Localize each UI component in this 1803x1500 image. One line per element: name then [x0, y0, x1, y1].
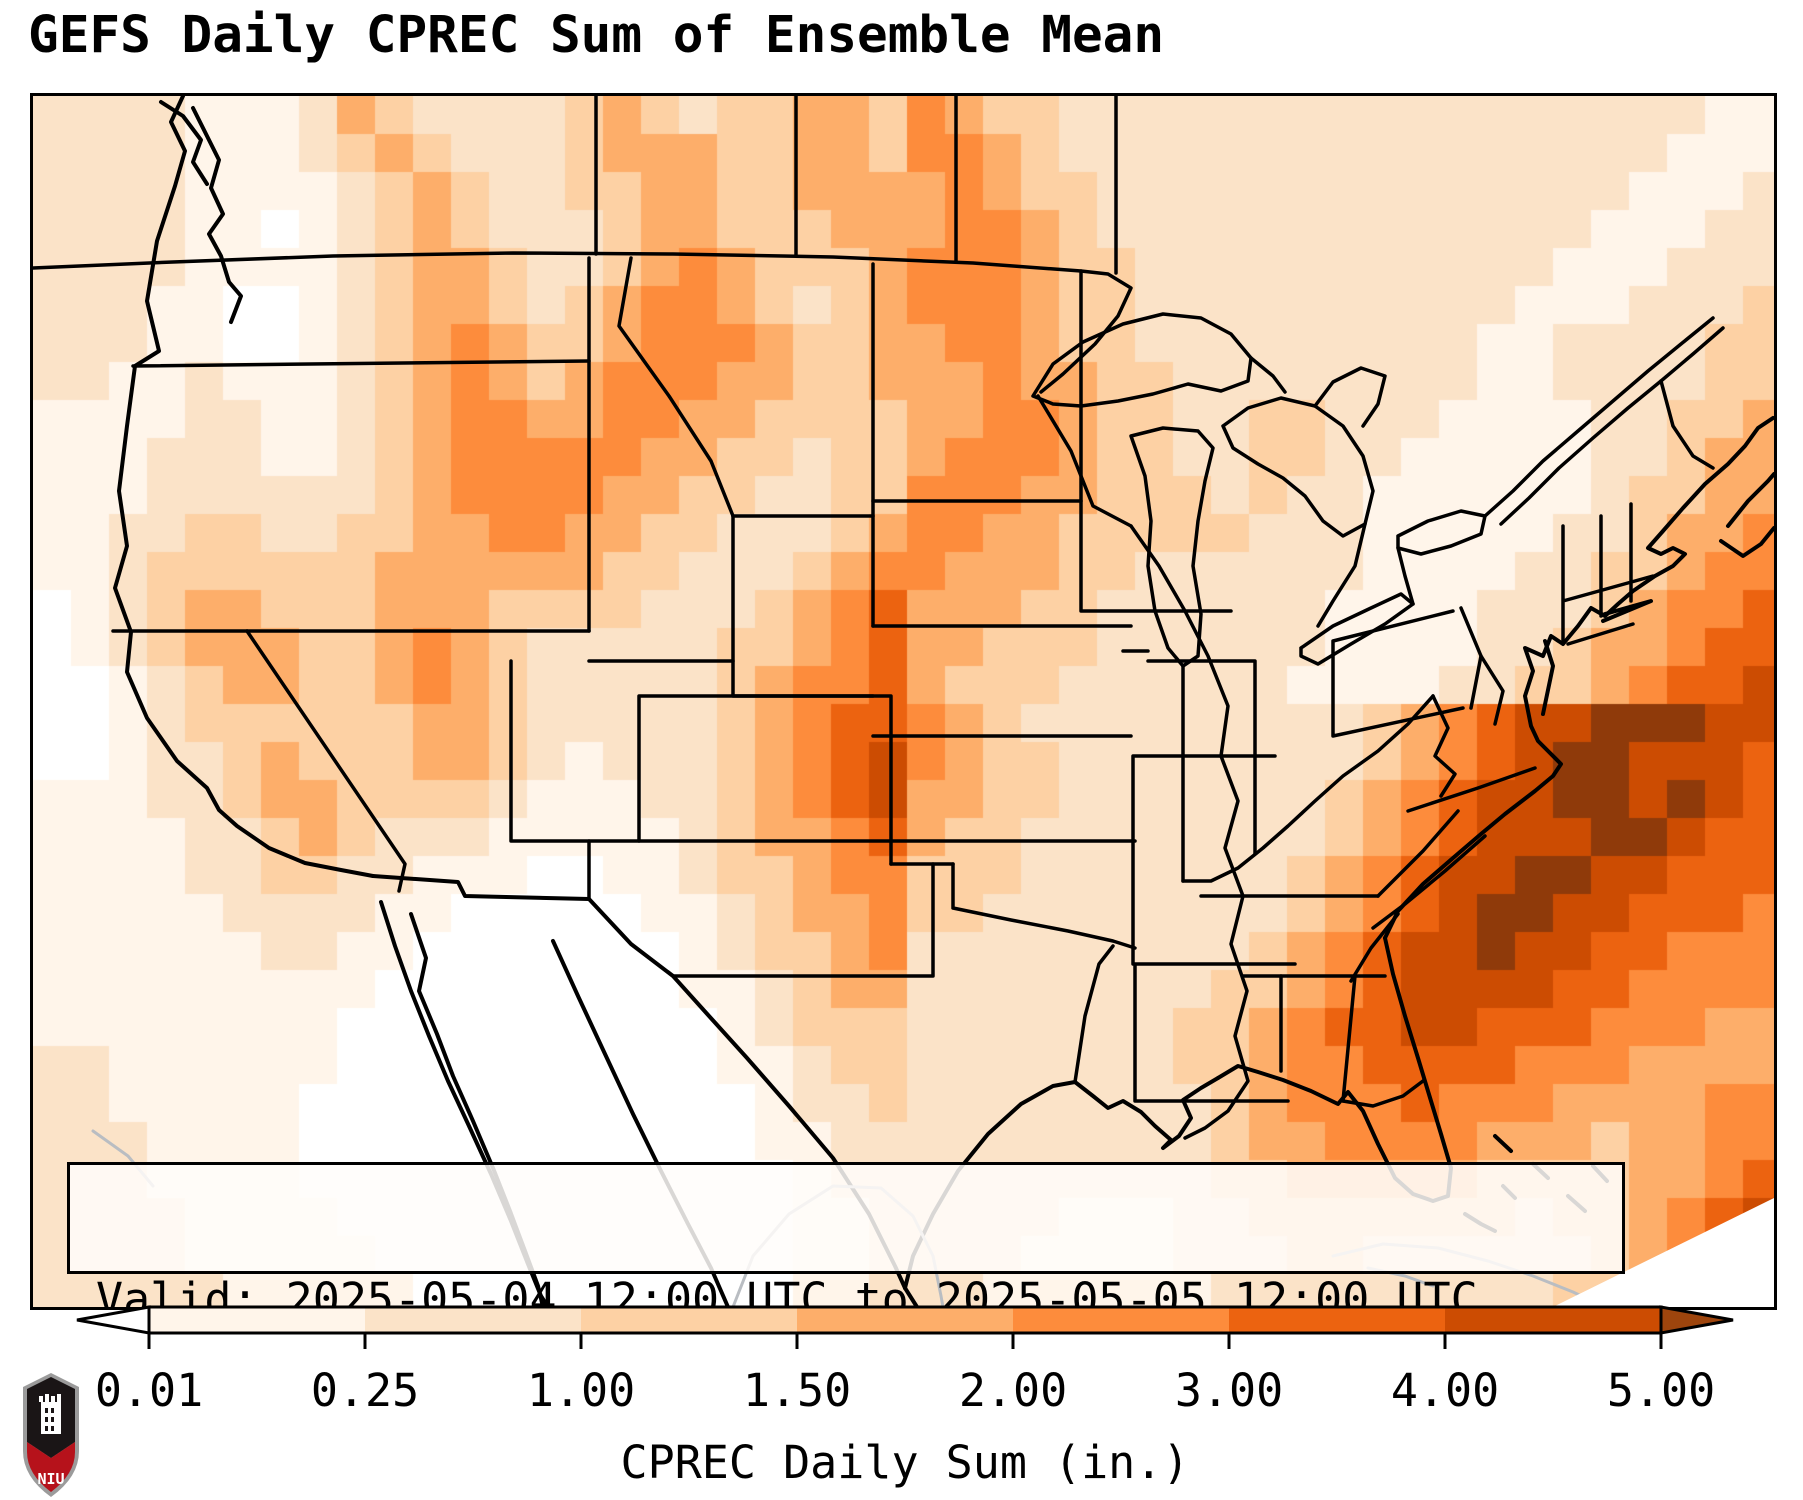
colorbar-segment — [1445, 1307, 1662, 1333]
ms-al-ga-borders — [1279, 974, 1357, 1103]
ok-tx-red-river — [951, 862, 1137, 950]
colorbar-label: CPREC Daily Sum (in.) — [620, 1436, 1190, 1489]
colorbar-segment — [581, 1307, 798, 1333]
colorbar-tick-label: 0.25 — [310, 1364, 420, 1417]
colorbar — [76, 1305, 1734, 1349]
delmarva-coast — [1541, 639, 1555, 716]
long-island — [1601, 599, 1653, 623]
mn-wi-border — [1036, 394, 1133, 528]
wa-or-border — [131, 359, 591, 368]
niu-logo: NIU — [23, 1373, 79, 1497]
wy-borders — [731, 514, 875, 698]
pacific-coastline — [113, 96, 375, 878]
colorbar-segment — [365, 1307, 582, 1333]
us-canada-border — [33, 251, 1133, 394]
nova-scotia-coast-1 — [1726, 472, 1774, 528]
colorbar-segment — [797, 1307, 1014, 1333]
new-england-borders — [1479, 502, 1655, 726]
lake-ontario — [1396, 509, 1487, 556]
coastlines-group — [113, 96, 1774, 1307]
province-borders — [594, 96, 1118, 275]
ohio-river — [1181, 694, 1435, 883]
colorbar-tick-label: 2.00 — [958, 1364, 1068, 1417]
tx-la-border — [1073, 944, 1115, 1084]
puget-sound-coast — [191, 106, 243, 324]
nm-tx-border — [671, 862, 935, 978]
ut-nv-az-borders — [509, 659, 735, 843]
st-lawrence-north — [1483, 316, 1715, 518]
colorbar-segment — [1229, 1307, 1446, 1333]
lake-superior — [1031, 312, 1253, 408]
lake-huron — [1221, 396, 1375, 538]
va-nc-border — [1406, 766, 1537, 813]
wv-border — [1431, 694, 1457, 798]
state-boundaries-overlay — [33, 96, 1774, 1307]
mississippi-river — [1129, 524, 1250, 1140]
colorbar-segment — [1013, 1307, 1230, 1333]
colorbar-outline — [147, 1305, 1663, 1335]
ga-fl-border — [1341, 1079, 1425, 1108]
il-in-mi-borders — [1121, 649, 1257, 883]
colorbar-tick-label: 1.00 — [526, 1364, 636, 1417]
atlantic-coastline — [1383, 416, 1774, 940]
oh-pa-borders — [1331, 606, 1483, 738]
map-panel: Valid: 2025-05-04 12:00 UTC to 2025-05-0… — [30, 93, 1777, 1310]
niu-logo-text: NIU — [37, 1470, 64, 1488]
ky-va-border — [1376, 809, 1460, 898]
valid-line: Valid: 2025-05-04 12:00 UTC to 2025-05-0… — [96, 1273, 1478, 1310]
colorbar-tick-label: 3.00 — [1174, 1364, 1284, 1417]
colorbar-under-arrow — [76, 1305, 151, 1335]
mn-west-ia-border — [1079, 269, 1233, 613]
valid-run-info-box: Valid: 2025-05-04 12:00 UTC to 2025-05-0… — [67, 1162, 1625, 1307]
borders-group — [33, 96, 1725, 1140]
st-lawrence-south — [1499, 326, 1725, 526]
ia-mo-ar-la-borders — [1131, 754, 1297, 1103]
precip-grid-canvas — [33, 96, 1774, 1307]
niu-shield-red — [27, 1442, 75, 1492]
georgian-bay — [1313, 366, 1387, 428]
colorbar-tick-label: 4.00 — [1390, 1364, 1500, 1417]
figure-title: GEFS Daily CPREC Sum of Ensemble Mean — [28, 6, 1165, 65]
lakes-connectors — [1249, 356, 1415, 628]
lake-erie — [1299, 592, 1415, 666]
id-mt-border — [617, 256, 735, 518]
colorbar-segment — [149, 1307, 366, 1333]
lake-michigan — [1129, 426, 1215, 668]
colorbar-tick-label: 1.50 — [742, 1364, 852, 1417]
ca-nv-az-border — [245, 629, 407, 893]
co-borders — [637, 694, 893, 866]
niu-castle-windows — [45, 1408, 54, 1431]
colorbar-tick-label: 5.00 — [1606, 1364, 1716, 1417]
colorbar-tick-label: 0.01 — [94, 1364, 204, 1417]
nova-scotia-coast-2 — [1719, 526, 1774, 558]
nc-sc-border — [1371, 834, 1487, 930]
ky-tn-borders — [1199, 894, 1387, 978]
maine-canada-border — [1659, 379, 1715, 470]
sc-ga-border — [1349, 912, 1400, 983]
colorbar-over-arrow — [1659, 1305, 1734, 1335]
vancouver-island-coast — [159, 100, 209, 186]
offgrid-corner-wedge — [1553, 1198, 1774, 1307]
